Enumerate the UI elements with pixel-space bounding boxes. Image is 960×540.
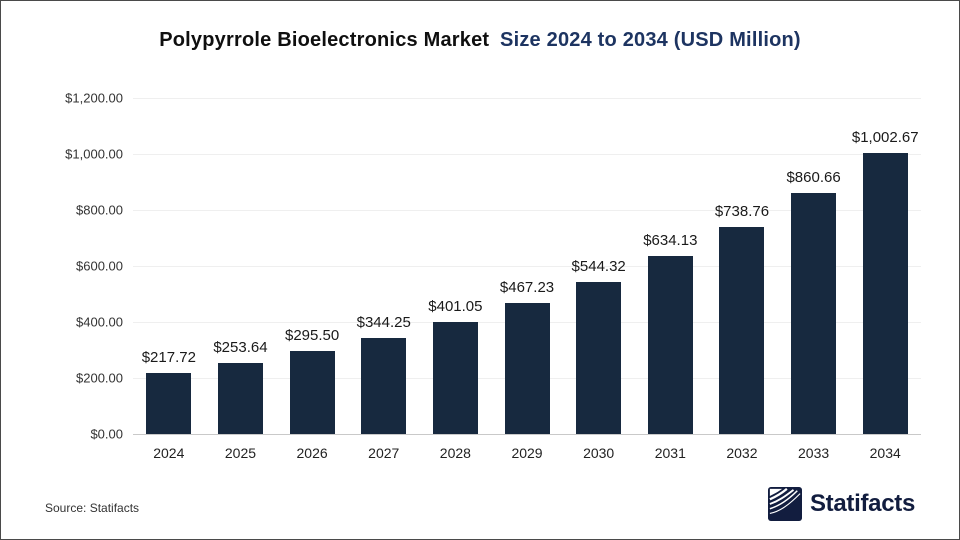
- bar-column-2032: $738.76 2032: [706, 98, 778, 461]
- bar-2031: [647, 256, 693, 434]
- bar-2029: [504, 303, 550, 434]
- gridline: [133, 98, 921, 99]
- bar-2027: [361, 337, 407, 434]
- x-axis-line: [133, 434, 921, 435]
- x-tick-label: 2029: [511, 445, 543, 461]
- y-axis: $1,200.00 $1,000.00 $800.00 $600.00 $400.00 $…: [1, 91, 123, 442]
- bar-value-label: $634.13: [643, 232, 698, 250]
- bar-2024: [146, 373, 192, 434]
- gridline: [133, 266, 921, 267]
- source-note: Source: Statifacts: [45, 501, 140, 515]
- bar-column-2027: $344.25 2027: [348, 98, 420, 461]
- plot-area: $217.72 2024 $253.64 2025 $295.50 2026 $344.25…: [133, 98, 921, 461]
- bar-column-2028: $401.05 2028: [420, 98, 492, 461]
- bar-column-2029: $467.23 2029: [491, 98, 563, 461]
- bars-container: $217.72 2024 $253.64 2025 $295.50 2026 $344.25…: [133, 98, 921, 461]
- bar-value-label: $253.64: [213, 338, 268, 356]
- bar-column-2025: $253.64 2025: [205, 98, 277, 461]
- bar-2032: [719, 227, 765, 434]
- bar-value-label: $738.76: [714, 203, 770, 221]
- y-tick-label: $800.00: [76, 202, 123, 218]
- bar-value-label: $1,002.67: [851, 129, 919, 147]
- bar-column-2026: $295.50 2026: [276, 98, 348, 461]
- x-tick-label: 2028: [439, 445, 471, 461]
- chart-title-accent: Size 2024 to 2034 (USD Million): [500, 29, 801, 51]
- bar-column-2030: $544.32 2030: [563, 98, 635, 461]
- chart-title-main: Polypyrrole Bioelectronics Market: [159, 29, 490, 51]
- gridline: [133, 153, 921, 155]
- bar-2033: [791, 193, 837, 434]
- x-tick-label: 2034: [869, 445, 901, 461]
- y-tick-label: $200.00: [76, 370, 123, 386]
- bar-value-label: $295.50: [284, 327, 340, 345]
- x-tick-label: 2032: [726, 445, 758, 461]
- y-tick-label: $0.00: [90, 426, 123, 442]
- bar-value-label: $401.05: [428, 297, 483, 315]
- bar-value-label: $544.32: [571, 257, 626, 275]
- statifacts-logo-icon: [767, 487, 802, 521]
- bar-value-label: $860.66: [786, 169, 841, 187]
- y-tick-label: $400.00: [76, 314, 123, 330]
- bar-2030: [576, 281, 622, 434]
- bar-2034: [862, 153, 908, 434]
- x-tick-label: 2026: [296, 445, 328, 461]
- bar-column-2024: $217.72 2024: [133, 98, 205, 461]
- x-tick-label: 2030: [583, 445, 615, 461]
- x-tick-label: 2025: [224, 445, 257, 461]
- y-tick-label: $1,000.00: [65, 146, 123, 162]
- bar-value-label: $217.72: [141, 349, 196, 367]
- brand-name: Statifacts: [809, 490, 915, 517]
- bar-2025: [217, 362, 263, 434]
- x-tick-label: 2027: [368, 445, 400, 461]
- bar-column-2034: $1,002.67 2034: [849, 98, 921, 461]
- bar-value-label: $344.25: [356, 313, 411, 331]
- y-tick-label: $600.00: [76, 258, 123, 274]
- bar-column-2033: $860.66 2033: [778, 98, 850, 461]
- x-tick-label: 2033: [798, 445, 830, 461]
- gridline: [133, 209, 921, 211]
- bar-column-2031: $634.13 2031: [634, 98, 706, 461]
- y-tick-label: $1,200.00: [65, 90, 123, 106]
- x-tick-label: 2024: [153, 445, 185, 461]
- bar-2026: [289, 351, 335, 434]
- bar-value-label: $467.23: [499, 279, 555, 297]
- x-tick-label: 2031: [654, 445, 686, 461]
- bar-2028: [432, 321, 478, 434]
- chart-title: Polypyrrole Bioelectronics Market Size 2…: [1, 29, 959, 52]
- brand-logo: Statifacts: [767, 487, 915, 521]
